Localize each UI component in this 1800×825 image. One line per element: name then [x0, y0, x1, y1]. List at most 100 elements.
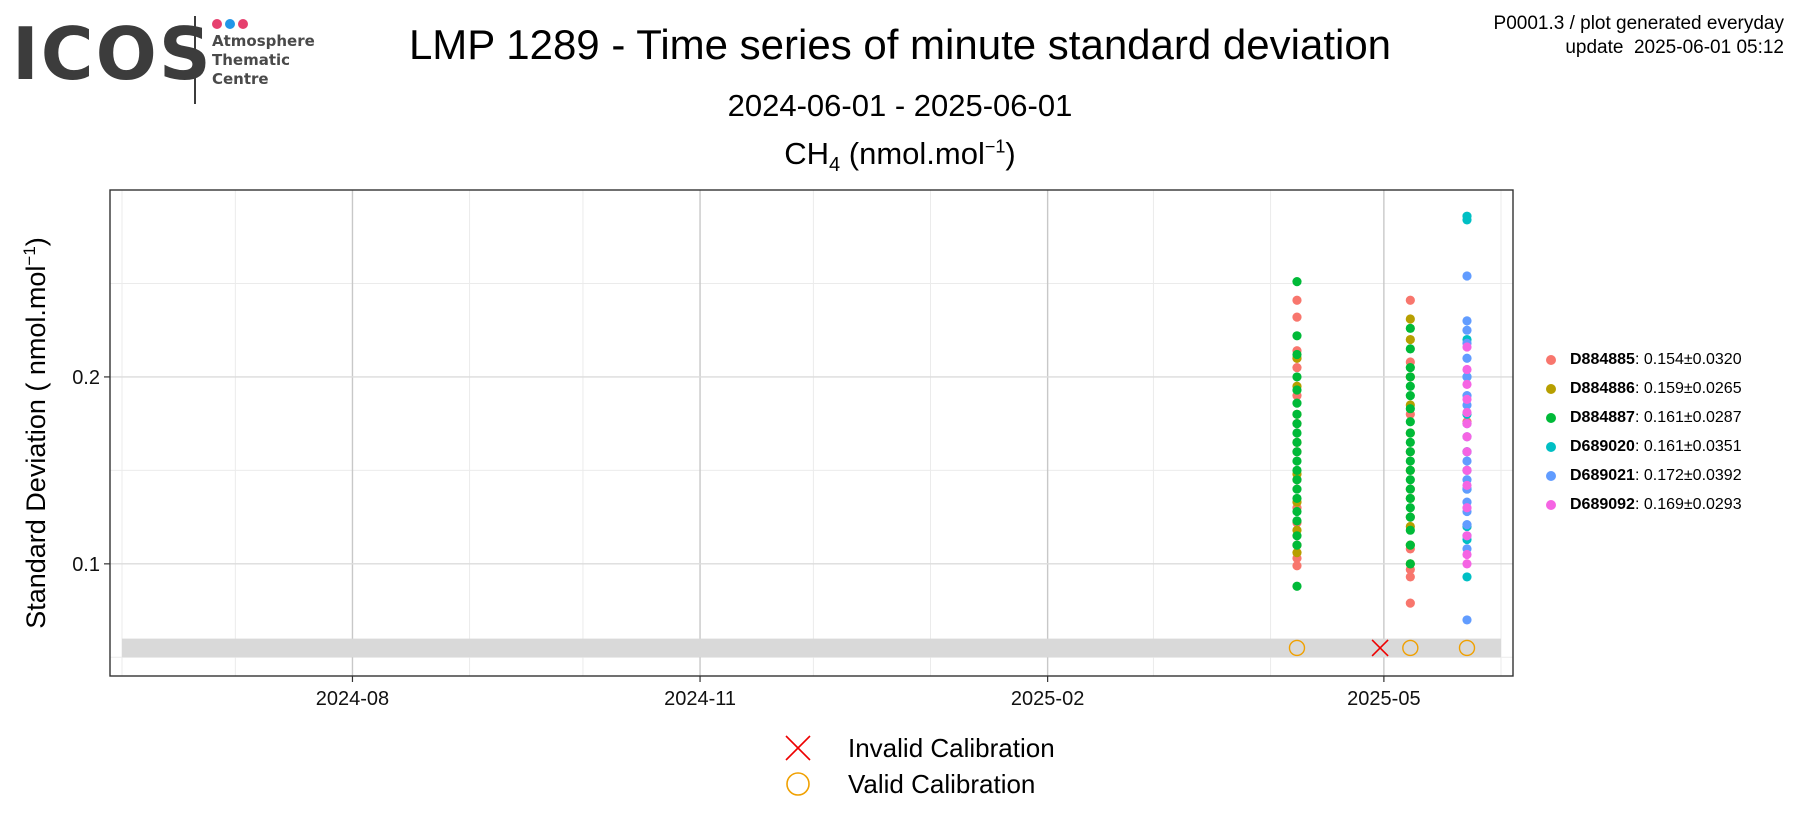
meta-line-2: update 2025-06-01 05:12 [1565, 37, 1784, 58]
data-point [1462, 432, 1472, 442]
data-point [1405, 314, 1415, 324]
data-point [1462, 519, 1472, 530]
logo-line-2: Thematic [212, 51, 291, 69]
data-point [1405, 334, 1415, 345]
data-point [1405, 447, 1415, 457]
legend-swatch [1546, 470, 1556, 481]
legend-item: D689092: 0.169±0.0293 [1542, 490, 1742, 519]
logo-subtitle: Atmosphere Thematic Centre [212, 32, 315, 89]
y-axis-title-superscript: −1 [20, 246, 39, 265]
valid-calibration-label: Valid Calibration [848, 768, 1036, 799]
y-axis-title: Standard Deviation ( nmol.mol−1) [20, 237, 51, 629]
invalid-calibration-icon [785, 735, 811, 761]
chart-date-range: 2024-06-01 - 2025-06-01 [727, 88, 1073, 123]
legend-series-name: D689092 [1570, 495, 1635, 513]
valid-calibration-marker [1458, 639, 1476, 657]
data-point [1462, 531, 1472, 541]
legend-item: D884886: 0.159±0.0265 [1542, 374, 1742, 403]
data-point [1462, 316, 1472, 326]
legend-swatch [1546, 383, 1556, 394]
legend-series-name: D689020 [1570, 437, 1635, 455]
species-close: ) [1005, 136, 1016, 171]
data-point [1292, 419, 1302, 429]
chart-title: LMP 1289 - Time series of minute standar… [408, 21, 1392, 68]
species-superscript: −1 [984, 136, 1006, 157]
data-point [1405, 525, 1415, 535]
data-point [1405, 362, 1415, 373]
legend-series-name: D884885 [1570, 350, 1635, 368]
species-unit: (nmol.mol [840, 136, 985, 171]
data-point [1292, 331, 1302, 341]
data-point [1292, 428, 1302, 438]
legend-series-stats: : 0.159±0.0265 [1634, 379, 1742, 397]
data-point [1462, 271, 1472, 281]
data-point [1462, 364, 1472, 375]
data-point [1292, 475, 1302, 485]
meta-line-1: P0001.3 / plot generated everyday [1493, 13, 1784, 34]
legend-series-stats: : 0.172±0.0392 [1634, 466, 1742, 484]
x-tick-label: 2025-05 [1347, 688, 1420, 710]
data-point [1462, 353, 1472, 363]
data-point [1292, 409, 1302, 419]
data-point [1292, 398, 1302, 408]
data-point [1405, 381, 1415, 391]
data-point [1405, 456, 1415, 466]
legend-series-name: D689021 [1570, 466, 1635, 484]
data-point [1405, 372, 1415, 382]
calibration-legend: Invalid Calibration Valid Calibration [770, 730, 1055, 802]
legend-series-name: D884886 [1570, 379, 1635, 397]
x-tick-label: 2025-02 [1011, 688, 1084, 710]
y-axis-title-text: Standard Deviation ( nmol.mol [21, 266, 51, 629]
data-point [1292, 465, 1302, 475]
data-point [1292, 581, 1302, 591]
data-point [1462, 372, 1472, 382]
legend-item: D689020: 0.161±0.0351 [1542, 432, 1742, 461]
calibration-legend-invalid: Invalid Calibration [770, 730, 1055, 766]
data-point [1405, 295, 1415, 305]
legend-item: D689021: 0.172±0.0392 [1542, 461, 1742, 490]
data-point [1405, 475, 1415, 485]
data-point [1462, 559, 1472, 569]
plot-border [109, 189, 1514, 677]
data-point [1405, 540, 1415, 550]
data-point [1292, 506, 1302, 517]
data-point [1405, 484, 1415, 494]
legend-swatch [1546, 441, 1556, 452]
data-point [1292, 484, 1302, 494]
data-point [1405, 465, 1415, 475]
data-point [1405, 598, 1415, 608]
data-point [1462, 215, 1472, 225]
valid-calibration-icon [786, 772, 810, 796]
data-point [1292, 295, 1302, 305]
data-point [1292, 276, 1302, 287]
y-axis-title-close: ) [21, 237, 51, 246]
data-point [1292, 312, 1302, 322]
species-prefix: CH [784, 136, 830, 171]
data-point [1292, 540, 1302, 550]
data-point [1292, 456, 1302, 466]
data-point [1462, 379, 1472, 389]
species-subscript: 4 [829, 154, 841, 177]
species-label: CH4 (nmol.mol−1) [350, 136, 1450, 177]
data-point [1405, 572, 1415, 582]
logo-line-1: Atmosphere [212, 32, 315, 50]
logo-wordmark: ICOS [12, 12, 213, 96]
data-point [1292, 447, 1302, 457]
data-point [1292, 548, 1302, 558]
logo-dot-2 [225, 19, 235, 29]
data-point [1405, 404, 1415, 414]
valid-calibration-marker [1402, 639, 1419, 657]
data-point [1462, 615, 1472, 625]
data-point [1405, 344, 1415, 354]
legend-item: D884887: 0.161±0.0287 [1542, 403, 1742, 432]
data-point [1292, 437, 1302, 447]
x-tick-label: 2024-08 [316, 688, 389, 710]
data-point [1292, 372, 1302, 382]
data-point [1405, 512, 1415, 522]
data-point [1462, 394, 1472, 404]
data-point [1462, 480, 1472, 490]
data-point [1462, 447, 1472, 457]
legend-swatch [1546, 499, 1556, 510]
logo-dot-1 [212, 19, 222, 29]
